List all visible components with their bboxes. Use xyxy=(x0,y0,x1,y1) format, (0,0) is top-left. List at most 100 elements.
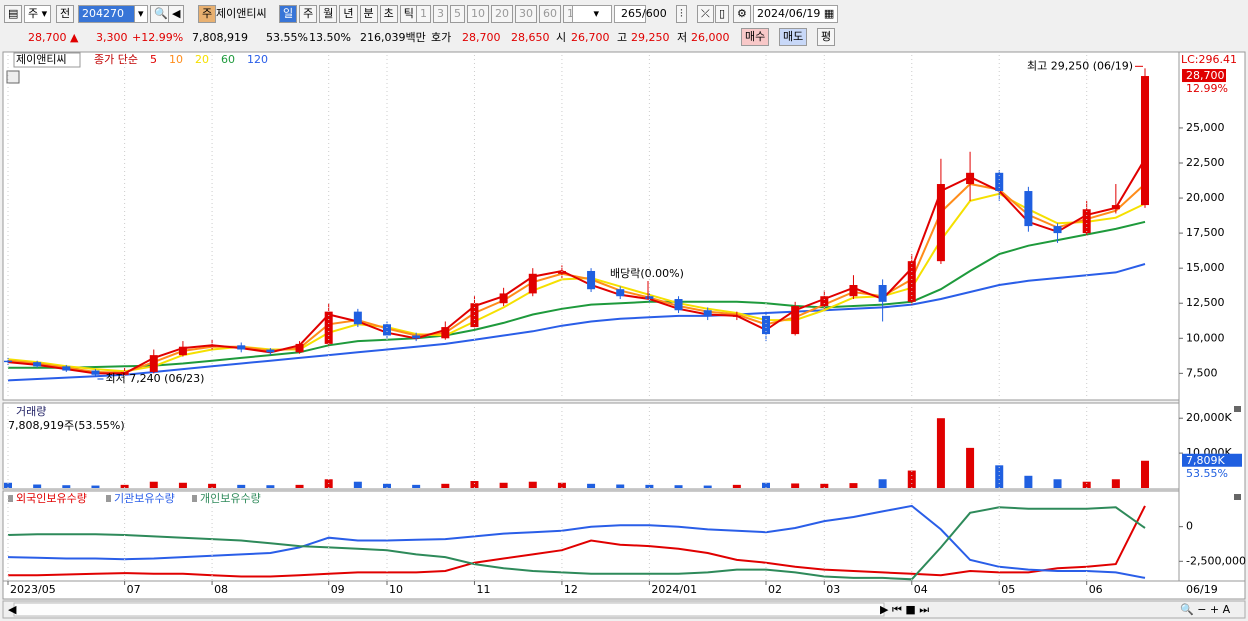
legend-swatch xyxy=(106,495,111,502)
volume-bar xyxy=(412,484,421,488)
amount: 216,039백만 xyxy=(360,31,426,44)
candle-body xyxy=(178,346,187,356)
interval-button[interactable]: 10 xyxy=(467,5,489,23)
volume-bar xyxy=(120,484,129,488)
interval-button[interactable]: 1 xyxy=(416,5,431,23)
candle-body xyxy=(295,343,304,353)
candle-body xyxy=(91,370,100,375)
x-tick-label: 07 xyxy=(127,583,141,596)
candle-body xyxy=(820,296,829,307)
interval-button[interactable]: 20 xyxy=(491,5,513,23)
scroll-controls[interactable]: ▶ ⏮ ■ ⏭ xyxy=(880,603,929,616)
candle-body xyxy=(995,172,1004,192)
x-axis-area xyxy=(2,580,1246,600)
settings-button[interactable]: ⚙ xyxy=(733,5,751,23)
scroll-left[interactable]: ◀ xyxy=(8,603,17,616)
tool-button[interactable]: ⤫ xyxy=(697,5,714,23)
sound-button[interactable]: ◀ xyxy=(168,5,185,23)
volume-bar xyxy=(1111,479,1120,488)
ask: 28,700 xyxy=(462,31,501,44)
y-tick-label: 20,000 xyxy=(1186,191,1225,204)
volume-bar xyxy=(353,481,362,488)
bid: 28,650 xyxy=(511,31,550,44)
volume-bar xyxy=(295,484,304,488)
scroll-thumb[interactable] xyxy=(13,602,885,617)
change: 3,300 xyxy=(96,31,128,44)
x-tick-label: 12 xyxy=(564,583,578,596)
candle-body xyxy=(120,371,129,375)
legend-swatch xyxy=(8,495,13,502)
prefix-button[interactable]: 전 xyxy=(56,5,75,23)
candle-body xyxy=(1082,209,1091,234)
price: 28,700 ▲ xyxy=(28,31,79,44)
tool-button[interactable]: ⫶ xyxy=(676,5,687,23)
interval-button[interactable]: 3 xyxy=(433,5,448,23)
interval-button[interactable]: 60 xyxy=(539,5,561,23)
sell-button[interactable]: 매도 xyxy=(779,28,808,46)
buy-button[interactable]: 매수 xyxy=(741,28,770,46)
panel-close[interactable] xyxy=(1234,494,1241,500)
kind-button[interactable]: 주 xyxy=(198,5,217,23)
legend-title: 종가 단순 xyxy=(94,53,138,66)
candle-body xyxy=(732,315,741,317)
volume-bar xyxy=(703,485,712,488)
event-note: 배당락(0.00%) xyxy=(610,267,684,280)
panel-title: 거래량 xyxy=(16,405,46,418)
price-panel xyxy=(2,51,1180,401)
low-label: 저 xyxy=(677,31,688,44)
volume-bar xyxy=(383,483,391,488)
period-button[interactable]: 월 xyxy=(319,5,338,23)
low-note: 최저 7,240 (06/23) xyxy=(105,372,204,385)
chart: ◀ ▶ ⏮ ■ ⏭ 🔍 − + A 7,500 10,000 12,500 15,00… xyxy=(2,51,1246,619)
x-tick-label: 09 xyxy=(331,583,345,596)
legend-entry: 10 xyxy=(169,53,183,66)
volume-bar xyxy=(441,483,450,488)
candle-body xyxy=(703,310,712,316)
y-axis-area xyxy=(1178,51,1246,582)
date: 2024/06/19 xyxy=(757,7,821,20)
period-button[interactable]: 분 xyxy=(359,5,378,23)
code-input[interactable]: 204270 xyxy=(78,5,138,23)
candle-body xyxy=(1024,191,1033,227)
candle-body xyxy=(849,285,858,297)
candle-body xyxy=(441,327,450,339)
volume-bar xyxy=(674,485,683,488)
menu-button[interactable]: ▤ xyxy=(4,5,23,23)
count-max: /600 xyxy=(642,7,667,20)
candle-body xyxy=(791,306,800,335)
volume-bar xyxy=(1141,460,1149,488)
market-select[interactable]: 주 ▾ xyxy=(24,5,52,23)
x-tick-label: 05 xyxy=(1001,583,1015,596)
candle-body xyxy=(1111,205,1120,210)
candle-body xyxy=(616,289,625,297)
tool-button[interactable]: ▯ xyxy=(715,5,730,23)
x-end-label: 06/19 xyxy=(1186,583,1218,596)
panel-close[interactable] xyxy=(1234,406,1241,412)
volume-bar xyxy=(616,484,625,488)
period-button[interactable]: 년 xyxy=(339,5,358,23)
period-button[interactable]: 초 xyxy=(379,5,398,23)
volume-bar xyxy=(966,447,975,488)
date-input[interactable]: 2024/06/19 ▦ xyxy=(753,5,839,23)
volume-bar xyxy=(528,481,537,488)
high: 29,250 xyxy=(631,31,670,44)
avg-button[interactable]: 평 xyxy=(817,28,836,46)
volume-bar xyxy=(91,485,100,488)
interval-button[interactable]: 30 xyxy=(515,5,537,23)
volume: 7,808,919 xyxy=(192,31,248,44)
volume-bar xyxy=(1053,479,1062,488)
period-button[interactable]: 일 xyxy=(279,5,298,23)
dropdown[interactable]: ▾ xyxy=(134,5,148,23)
zoom-controls[interactable]: 🔍 − + A xyxy=(1180,602,1231,616)
panel-icon[interactable] xyxy=(6,70,20,84)
y-tick-label: 15,000 xyxy=(1186,261,1225,274)
interval-select[interactable]: ▾ xyxy=(572,5,612,23)
count-input[interactable]: 265 xyxy=(614,5,646,23)
period-button[interactable]: 주 xyxy=(299,5,318,23)
interval-button[interactable]: 5 xyxy=(450,5,465,23)
x-tick-label: 02 xyxy=(768,583,782,596)
turnover: 13.50% xyxy=(309,31,351,44)
y-tick-label: -2,500,000 xyxy=(1186,554,1246,567)
